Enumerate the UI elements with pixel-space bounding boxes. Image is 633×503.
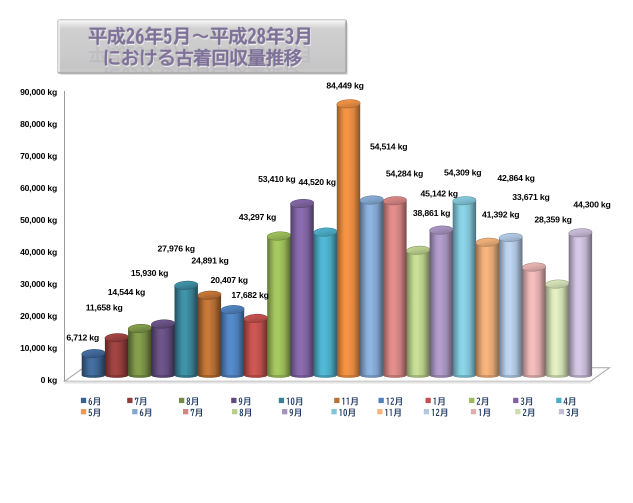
svg-text:27,976 kg: 27,976 kg	[158, 244, 195, 254]
svg-text:15,930 kg: 15,930 kg	[131, 268, 168, 278]
svg-text:84,449 kg: 84,449 kg	[326, 81, 363, 91]
svg-text:54,284 kg: 54,284 kg	[386, 169, 423, 179]
svg-text:54,514 kg: 54,514 kg	[370, 141, 407, 151]
svg-text:24,891 kg: 24,891 kg	[191, 255, 228, 265]
svg-text:0 kg: 0 kg	[41, 375, 57, 385]
svg-text:43,297 kg: 43,297 kg	[239, 212, 276, 222]
svg-text:70,000 kg: 70,000 kg	[20, 151, 57, 161]
svg-text:38,861 kg: 38,861 kg	[413, 208, 450, 218]
svg-text:20,000 kg: 20,000 kg	[20, 311, 57, 321]
svg-text:90,000 kg: 90,000 kg	[20, 87, 57, 97]
svg-text:50,000 kg: 50,000 kg	[20, 215, 57, 225]
svg-text:60,000 kg: 60,000 kg	[20, 183, 57, 193]
svg-text:14,544 kg: 14,544 kg	[108, 287, 145, 297]
svg-text:42,864 kg: 42,864 kg	[497, 173, 534, 183]
svg-text:6,712 kg: 6,712 kg	[66, 333, 99, 343]
svg-text:30,000 kg: 30,000 kg	[20, 279, 57, 289]
svg-text:80,000 kg: 80,000 kg	[20, 119, 57, 129]
svg-text:45,142 kg: 45,142 kg	[421, 189, 458, 199]
svg-text:28,359 kg: 28,359 kg	[534, 214, 571, 224]
svg-text:17,682 kg: 17,682 kg	[231, 290, 268, 300]
svg-text:44,520 kg: 44,520 kg	[299, 177, 336, 187]
svg-text:53,410 kg: 53,410 kg	[258, 174, 295, 184]
svg-text:10,000 kg: 10,000 kg	[20, 343, 57, 353]
svg-text:44,300 kg: 44,300 kg	[573, 200, 610, 210]
svg-text:40,000 kg: 40,000 kg	[20, 247, 57, 257]
svg-text:20,407 kg: 20,407 kg	[211, 275, 248, 285]
svg-text:54,309 kg: 54,309 kg	[444, 168, 481, 178]
svg-text:33,671 kg: 33,671 kg	[512, 192, 549, 202]
svg-text:41,392 kg: 41,392 kg	[482, 210, 519, 220]
svg-text:11,658 kg: 11,658 kg	[86, 303, 123, 313]
